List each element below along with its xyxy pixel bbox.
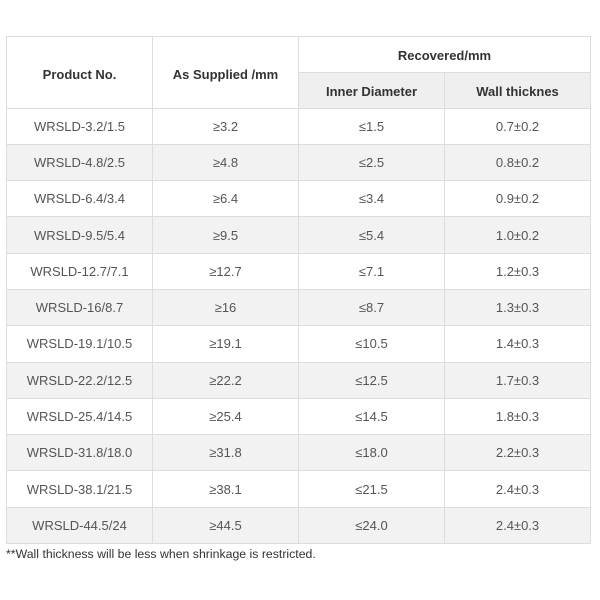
cell-product-no: WRSLD-9.5/5.4: [6, 216, 153, 254]
cell-as-supplied: ≥16: [152, 288, 299, 327]
column-header-as-supplied: As Supplied /mm: [152, 36, 299, 109]
column-header-recovered: Recovered/mm: [298, 36, 591, 73]
cell-product-no: WRSLD-25.4/14.5: [6, 397, 153, 436]
cell-product-no: WRSLD-44.5/24: [6, 506, 153, 545]
cell-wall-thickness: 0.9±0.2: [444, 180, 591, 218]
cell-wall-thickness: 2.4±0.3: [444, 506, 591, 545]
cell-product-no: WRSLD-12.7/7.1: [6, 252, 153, 290]
cell-wall-thickness: 0.7±0.2: [444, 107, 591, 145]
column-header-wall-thickness: Wall thicknes: [444, 71, 591, 109]
cell-product-no: WRSLD-6.4/3.4: [6, 180, 153, 218]
cell-wall-thickness: 1.8±0.3: [444, 397, 591, 436]
cell-as-supplied: ≥44.5: [152, 506, 299, 545]
column-header-product-no: Product No.: [6, 36, 153, 109]
cell-inner-diameter: ≤18.0: [298, 434, 445, 472]
cell-product-no: WRSLD-38.1/21.5: [6, 470, 153, 508]
cell-product-no: WRSLD-22.2/12.5: [6, 361, 153, 399]
table-row: WRSLD-4.8/2.5 ≥4.8 ≤2.5 0.8±0.2: [6, 143, 591, 182]
table-row: WRSLD-12.7/7.1 ≥12.7 ≤7.1 1.2±0.3: [6, 252, 591, 290]
table-row: WRSLD-38.1/21.5 ≥38.1 ≤21.5 2.4±0.3: [6, 470, 591, 508]
cell-inner-diameter: ≤14.5: [298, 397, 445, 436]
cell-inner-diameter: ≤24.0: [298, 506, 445, 545]
cell-inner-diameter: ≤21.5: [298, 470, 445, 508]
cell-inner-diameter: ≤8.7: [298, 288, 445, 327]
header-row-sub: Inner Diameter Wall thicknes: [7, 71, 591, 109]
cell-inner-diameter: ≤5.4: [298, 216, 445, 254]
cell-wall-thickness: 2.4±0.3: [444, 470, 591, 508]
cell-wall-thickness: 1.0±0.2: [444, 216, 591, 254]
cell-as-supplied: ≥4.8: [152, 143, 299, 182]
cell-product-no: WRSLD-3.2/1.5: [6, 107, 153, 145]
cell-as-supplied: ≥25.4: [152, 397, 299, 436]
cell-inner-diameter: ≤3.4: [298, 180, 445, 218]
cell-inner-diameter: ≤2.5: [298, 143, 445, 182]
cell-as-supplied: ≥3.2: [152, 107, 299, 145]
table-row: WRSLD-6.4/3.4 ≥6.4 ≤3.4 0.9±0.2: [6, 180, 591, 218]
cell-wall-thickness: 1.3±0.3: [444, 288, 591, 327]
cell-wall-thickness: 0.8±0.2: [444, 143, 591, 182]
table-row: WRSLD-31.8/18.0 ≥31.8 ≤18.0 2.2±0.3: [6, 434, 591, 472]
table-header: Product No. As Supplied /mm Recovered/mm…: [6, 36, 591, 109]
cell-wall-thickness: 1.2±0.3: [444, 252, 591, 290]
cell-product-no: WRSLD-31.8/18.0: [6, 434, 153, 472]
cell-wall-thickness: 1.7±0.3: [444, 361, 591, 399]
table-row: WRSLD-9.5/5.4 ≥9.5 ≤5.4 1.0±0.2: [6, 216, 591, 254]
cell-product-no: WRSLD-19.1/10.5: [6, 325, 153, 363]
cell-as-supplied: ≥31.8: [152, 434, 299, 472]
cell-inner-diameter: ≤12.5: [298, 361, 445, 399]
table-row: WRSLD-3.2/1.5 ≥3.2 ≤1.5 0.7±0.2: [6, 107, 591, 145]
table-row: WRSLD-22.2/12.5 ≥22.2 ≤12.5 1.7±0.3: [6, 361, 591, 399]
cell-inner-diameter: ≤10.5: [298, 325, 445, 363]
column-header-inner-diameter: Inner Diameter: [298, 71, 445, 109]
cell-inner-diameter: ≤1.5: [298, 107, 445, 145]
cell-wall-thickness: 1.4±0.3: [444, 325, 591, 363]
table-body: WRSLD-3.2/1.5 ≥3.2 ≤1.5 0.7±0.2 WRSLD-4.…: [6, 107, 591, 545]
table-row: WRSLD-25.4/14.5 ≥25.4 ≤14.5 1.8±0.3: [6, 397, 591, 436]
footnote: **Wall thickness will be less when shrin…: [6, 546, 316, 561]
table-row: WRSLD-16/8.7 ≥16 ≤8.7 1.3±0.3: [6, 288, 591, 327]
cell-as-supplied: ≥6.4: [152, 180, 299, 218]
cell-product-no: WRSLD-16/8.7: [6, 288, 153, 327]
table-row: WRSLD-19.1/10.5 ≥19.1 ≤10.5 1.4±0.3: [6, 325, 591, 363]
cell-product-no: WRSLD-4.8/2.5: [6, 143, 153, 182]
table-row: WRSLD-44.5/24 ≥44.5 ≤24.0 2.4±0.3: [6, 506, 591, 545]
cell-as-supplied: ≥22.2: [152, 361, 299, 399]
cell-as-supplied: ≥9.5: [152, 216, 299, 254]
product-spec-table: Product No. As Supplied /mm Recovered/mm…: [6, 36, 591, 545]
cell-inner-diameter: ≤7.1: [298, 252, 445, 290]
cell-as-supplied: ≥38.1: [152, 470, 299, 508]
header-row-main: Product No. As Supplied /mm Recovered/mm: [6, 36, 591, 109]
cell-as-supplied: ≥19.1: [152, 325, 299, 363]
cell-wall-thickness: 2.2±0.3: [444, 434, 591, 472]
cell-as-supplied: ≥12.7: [152, 252, 299, 290]
